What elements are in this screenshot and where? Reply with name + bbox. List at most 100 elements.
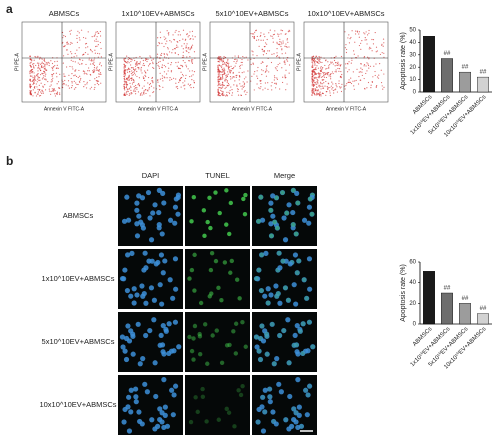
event-dot: [235, 76, 237, 78]
event-dot: [229, 89, 231, 92]
event-dot: [383, 52, 385, 54]
event-dot: [219, 84, 221, 86]
y-tick-label: 40: [409, 280, 416, 286]
event-dot: [312, 91, 314, 93]
event-dot: [335, 83, 337, 85]
event-dot: [134, 69, 136, 72]
y-tick-label: 20: [409, 301, 416, 307]
event-dot: [91, 35, 93, 38]
tunel-signal: [280, 258, 286, 264]
nucleus: [139, 421, 145, 427]
event-dot: [57, 67, 59, 69]
event-dot: [129, 68, 131, 70]
event-dot: [335, 84, 337, 86]
event-dot: [180, 77, 182, 79]
event-dot: [228, 84, 230, 86]
event-dot: [375, 86, 377, 88]
event-dot: [31, 68, 34, 71]
event-dot: [311, 90, 313, 92]
event-dot: [151, 77, 153, 79]
tunel-signal: [208, 225, 213, 231]
event-dot: [171, 78, 173, 80]
event-dot: [255, 39, 258, 41]
event-dot: [124, 65, 127, 67]
event-dot: [87, 70, 89, 72]
event-dot: [350, 82, 353, 85]
event-dot: [364, 39, 366, 41]
event-dot: [140, 68, 142, 70]
event-dot: [266, 70, 268, 72]
event-dot: [332, 87, 334, 89]
event-dot: [227, 73, 229, 75]
event-dot: [176, 44, 178, 46]
event-dot: [322, 66, 324, 69]
tunel-signal: [224, 406, 229, 412]
event-dot: [136, 86, 138, 89]
nucleus: [166, 321, 172, 327]
event-dot: [226, 95, 229, 97]
nucleus: [281, 215, 287, 221]
event-dot: [221, 86, 224, 88]
event-dot: [226, 80, 229, 82]
event-dot: [217, 94, 219, 96]
event-dot: [56, 60, 58, 63]
event-dot: [78, 80, 81, 82]
event-dot: [163, 52, 165, 55]
event-dot: [43, 70, 45, 72]
event-dot: [30, 85, 32, 88]
nucleus: [144, 389, 150, 395]
event-dot: [168, 34, 170, 36]
event-dot: [234, 58, 236, 61]
event-dot: [38, 77, 41, 79]
event-dot: [93, 59, 95, 61]
micrograph: [185, 375, 250, 435]
nucleus: [291, 406, 297, 412]
event-dot: [38, 89, 40, 91]
event-dot: [366, 34, 369, 36]
event-dot: [188, 34, 190, 37]
event-dot: [271, 35, 273, 38]
event-dot: [37, 78, 39, 80]
event-dot: [41, 58, 43, 60]
event-dot: [217, 60, 219, 63]
event-dot: [63, 75, 65, 77]
event-dot: [135, 62, 137, 65]
event-dot: [337, 61, 339, 63]
event-dot: [354, 80, 356, 82]
event-dot: [383, 86, 385, 88]
event-dot: [344, 47, 346, 49]
event-dot: [382, 88, 384, 90]
event-dot: [191, 30, 194, 32]
event-dot: [127, 89, 129, 91]
nucleus: [260, 394, 266, 400]
event-dot: [162, 59, 164, 61]
event-dot: [149, 82, 152, 85]
event-dot: [150, 85, 153, 87]
event-dot: [100, 56, 102, 58]
event-dot: [276, 52, 278, 54]
event-dot: [142, 76, 144, 78]
event-dot: [220, 58, 222, 60]
event-dot: [33, 59, 35, 61]
event-dot: [45, 73, 47, 75]
event-dot: [29, 71, 31, 73]
event-dot: [183, 85, 185, 87]
event-dot: [67, 80, 70, 82]
event-dot: [237, 56, 239, 58]
event-dot: [97, 56, 99, 58]
event-dot: [323, 82, 325, 84]
event-dot: [30, 65, 32, 68]
event-dot: [84, 71, 86, 73]
event-dot: [260, 32, 262, 34]
event-dot: [51, 68, 54, 70]
event-dot: [313, 77, 315, 80]
nucleus: [149, 417, 155, 423]
nucleus: [159, 410, 165, 416]
tunel-signal: [217, 210, 222, 216]
event-dot: [338, 63, 340, 65]
event-dot: [316, 58, 318, 60]
event-dot: [218, 87, 220, 89]
event-dot: [145, 58, 147, 60]
event-dot: [79, 75, 81, 77]
event-dot: [250, 80, 252, 82]
